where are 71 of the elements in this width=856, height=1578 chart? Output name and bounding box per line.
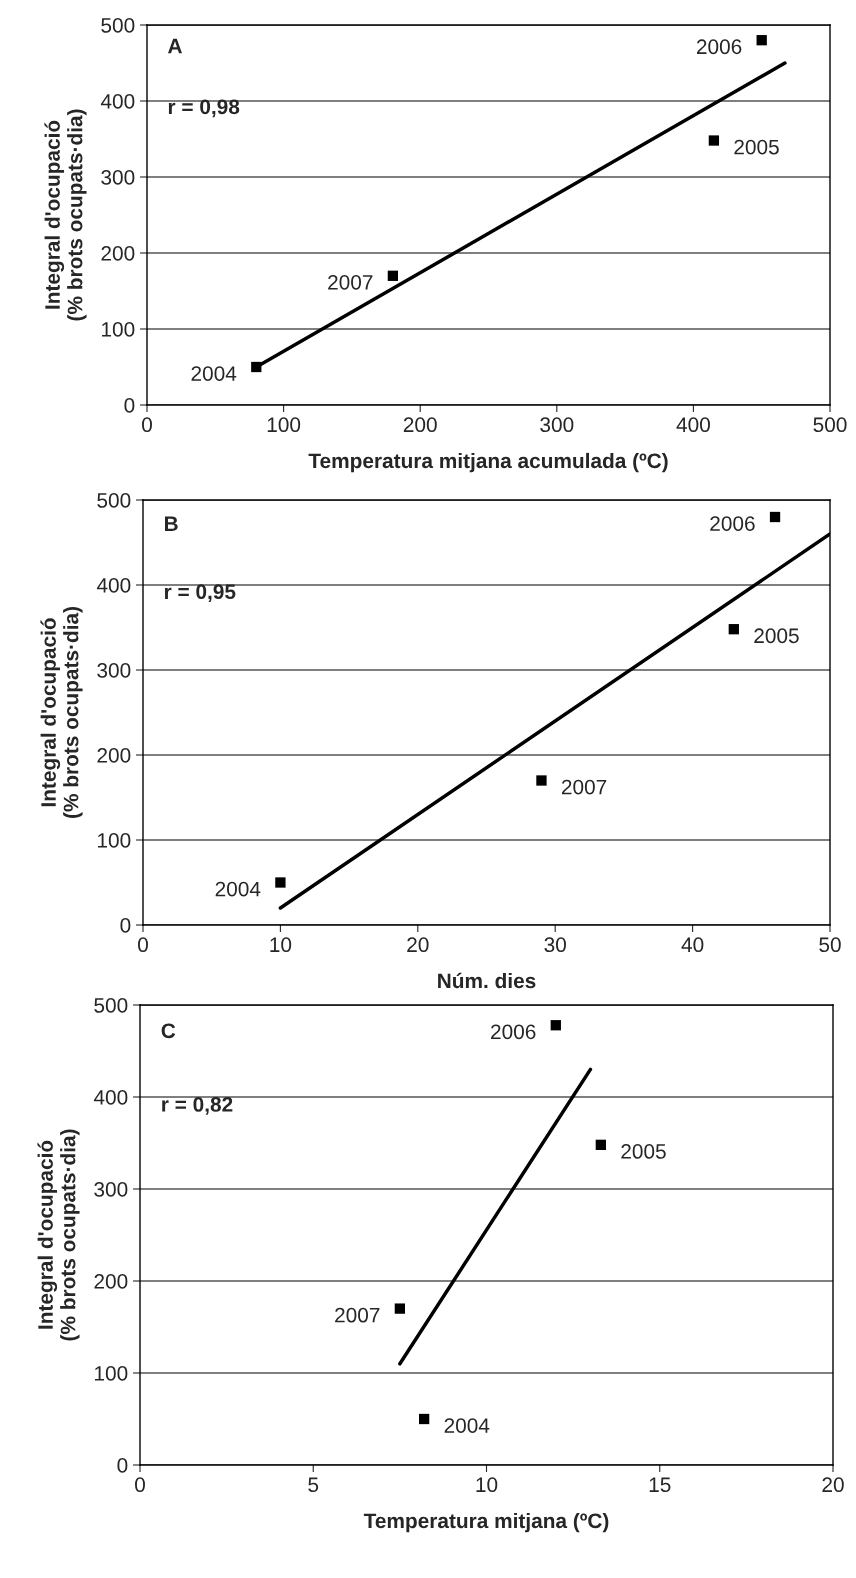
y-tick-label: 500 [101,18,135,33]
y-tick-label: 100 [95,1366,128,1381]
x-tick-label: 500 [813,417,847,433]
annotation: 2006 [696,39,742,55]
x-tick-label: 200 [403,417,437,433]
annotation: 2006 [710,516,755,531]
x-tick-label: 10 [270,937,292,953]
x-tick-label: 300 [540,417,574,433]
annotation: 2004 [215,881,261,897]
point [756,35,767,46]
annotation: 2005 [754,628,799,644]
annotation: r = 0,82 [162,1097,233,1115]
annotation: r = 0,95 [164,584,236,603]
y-tick-label: 0 [120,918,131,933]
y-tick-label: 400 [93,1090,128,1105]
x-tick-label: 20 [407,937,429,953]
point [387,270,399,281]
y-tick-label: 300 [101,170,135,185]
x-tick-label: 400 [676,417,710,433]
y-axis-title: Integral d'ocupació (% brots ocupats·dia) [37,1129,80,1341]
y-tick-label: 500 [97,493,131,508]
y-tick-label: 0 [124,398,135,413]
annotation: 2007 [328,274,373,290]
point [275,877,286,888]
point [769,511,781,523]
x-tick-label: 0 [138,937,148,953]
y-tick-label: 200 [94,1274,128,1289]
y-tick-label: 300 [94,1182,128,1197]
y-axis-title: Integral d'ocupació (% brots ocupats·dia) [40,607,83,818]
point [708,135,720,146]
annotation: 2007 [335,1307,380,1323]
annotation: 2005 [621,1144,666,1159]
annotation: 2004 [444,1418,490,1433]
point [536,775,547,786]
annotation: 2005 [734,139,779,155]
point [595,1139,606,1150]
y-tick-label: 100 [102,322,135,337]
x-tick-label: 50 [819,937,841,953]
x-axis-title: Temperatura mitjana acumulada (ºC) [308,452,668,473]
x-tick-label: 100 [267,417,301,433]
x-tick-label: 20 [822,1477,844,1493]
x-tick-label: 10 [476,1477,498,1493]
x-tick-label: 0 [142,417,152,433]
point [550,1020,561,1031]
y-tick-label: 500 [94,998,128,1013]
annotation: 2004 [191,366,237,381]
x-axis-title: Temperatura mitjana (ºC) [363,1512,609,1533]
annotation: 2006 [491,1024,536,1040]
y-tick-label: 100 [98,833,131,848]
point [394,1303,406,1314]
x-axis-title: Núm. dies [438,972,536,989]
x-tick-label: 0 [135,1477,145,1493]
x-tick-label: 30 [544,937,566,953]
y-tick-label: 400 [96,578,131,593]
annotation: C [161,1023,176,1039]
y-tick-label: 200 [101,246,135,261]
point [418,1413,430,1425]
y-axis-title: Integral d'ocupació (% brots ocupats·dia) [44,109,87,321]
annotation: r = 0,98 [168,99,240,118]
point [728,624,739,635]
y-tick-label: 200 [97,748,131,763]
y-tick-label: 300 [97,663,131,678]
annotation: B [165,516,178,531]
point [251,361,262,373]
annotation: 2007 [561,779,607,795]
annotation: A [168,38,182,54]
y-tick-label: 0 [117,1458,128,1473]
x-tick-label: 5 [308,1477,319,1493]
x-tick-label: 40 [681,937,704,953]
x-tick-label: 15 [649,1477,671,1493]
y-tick-label: 400 [100,94,135,109]
